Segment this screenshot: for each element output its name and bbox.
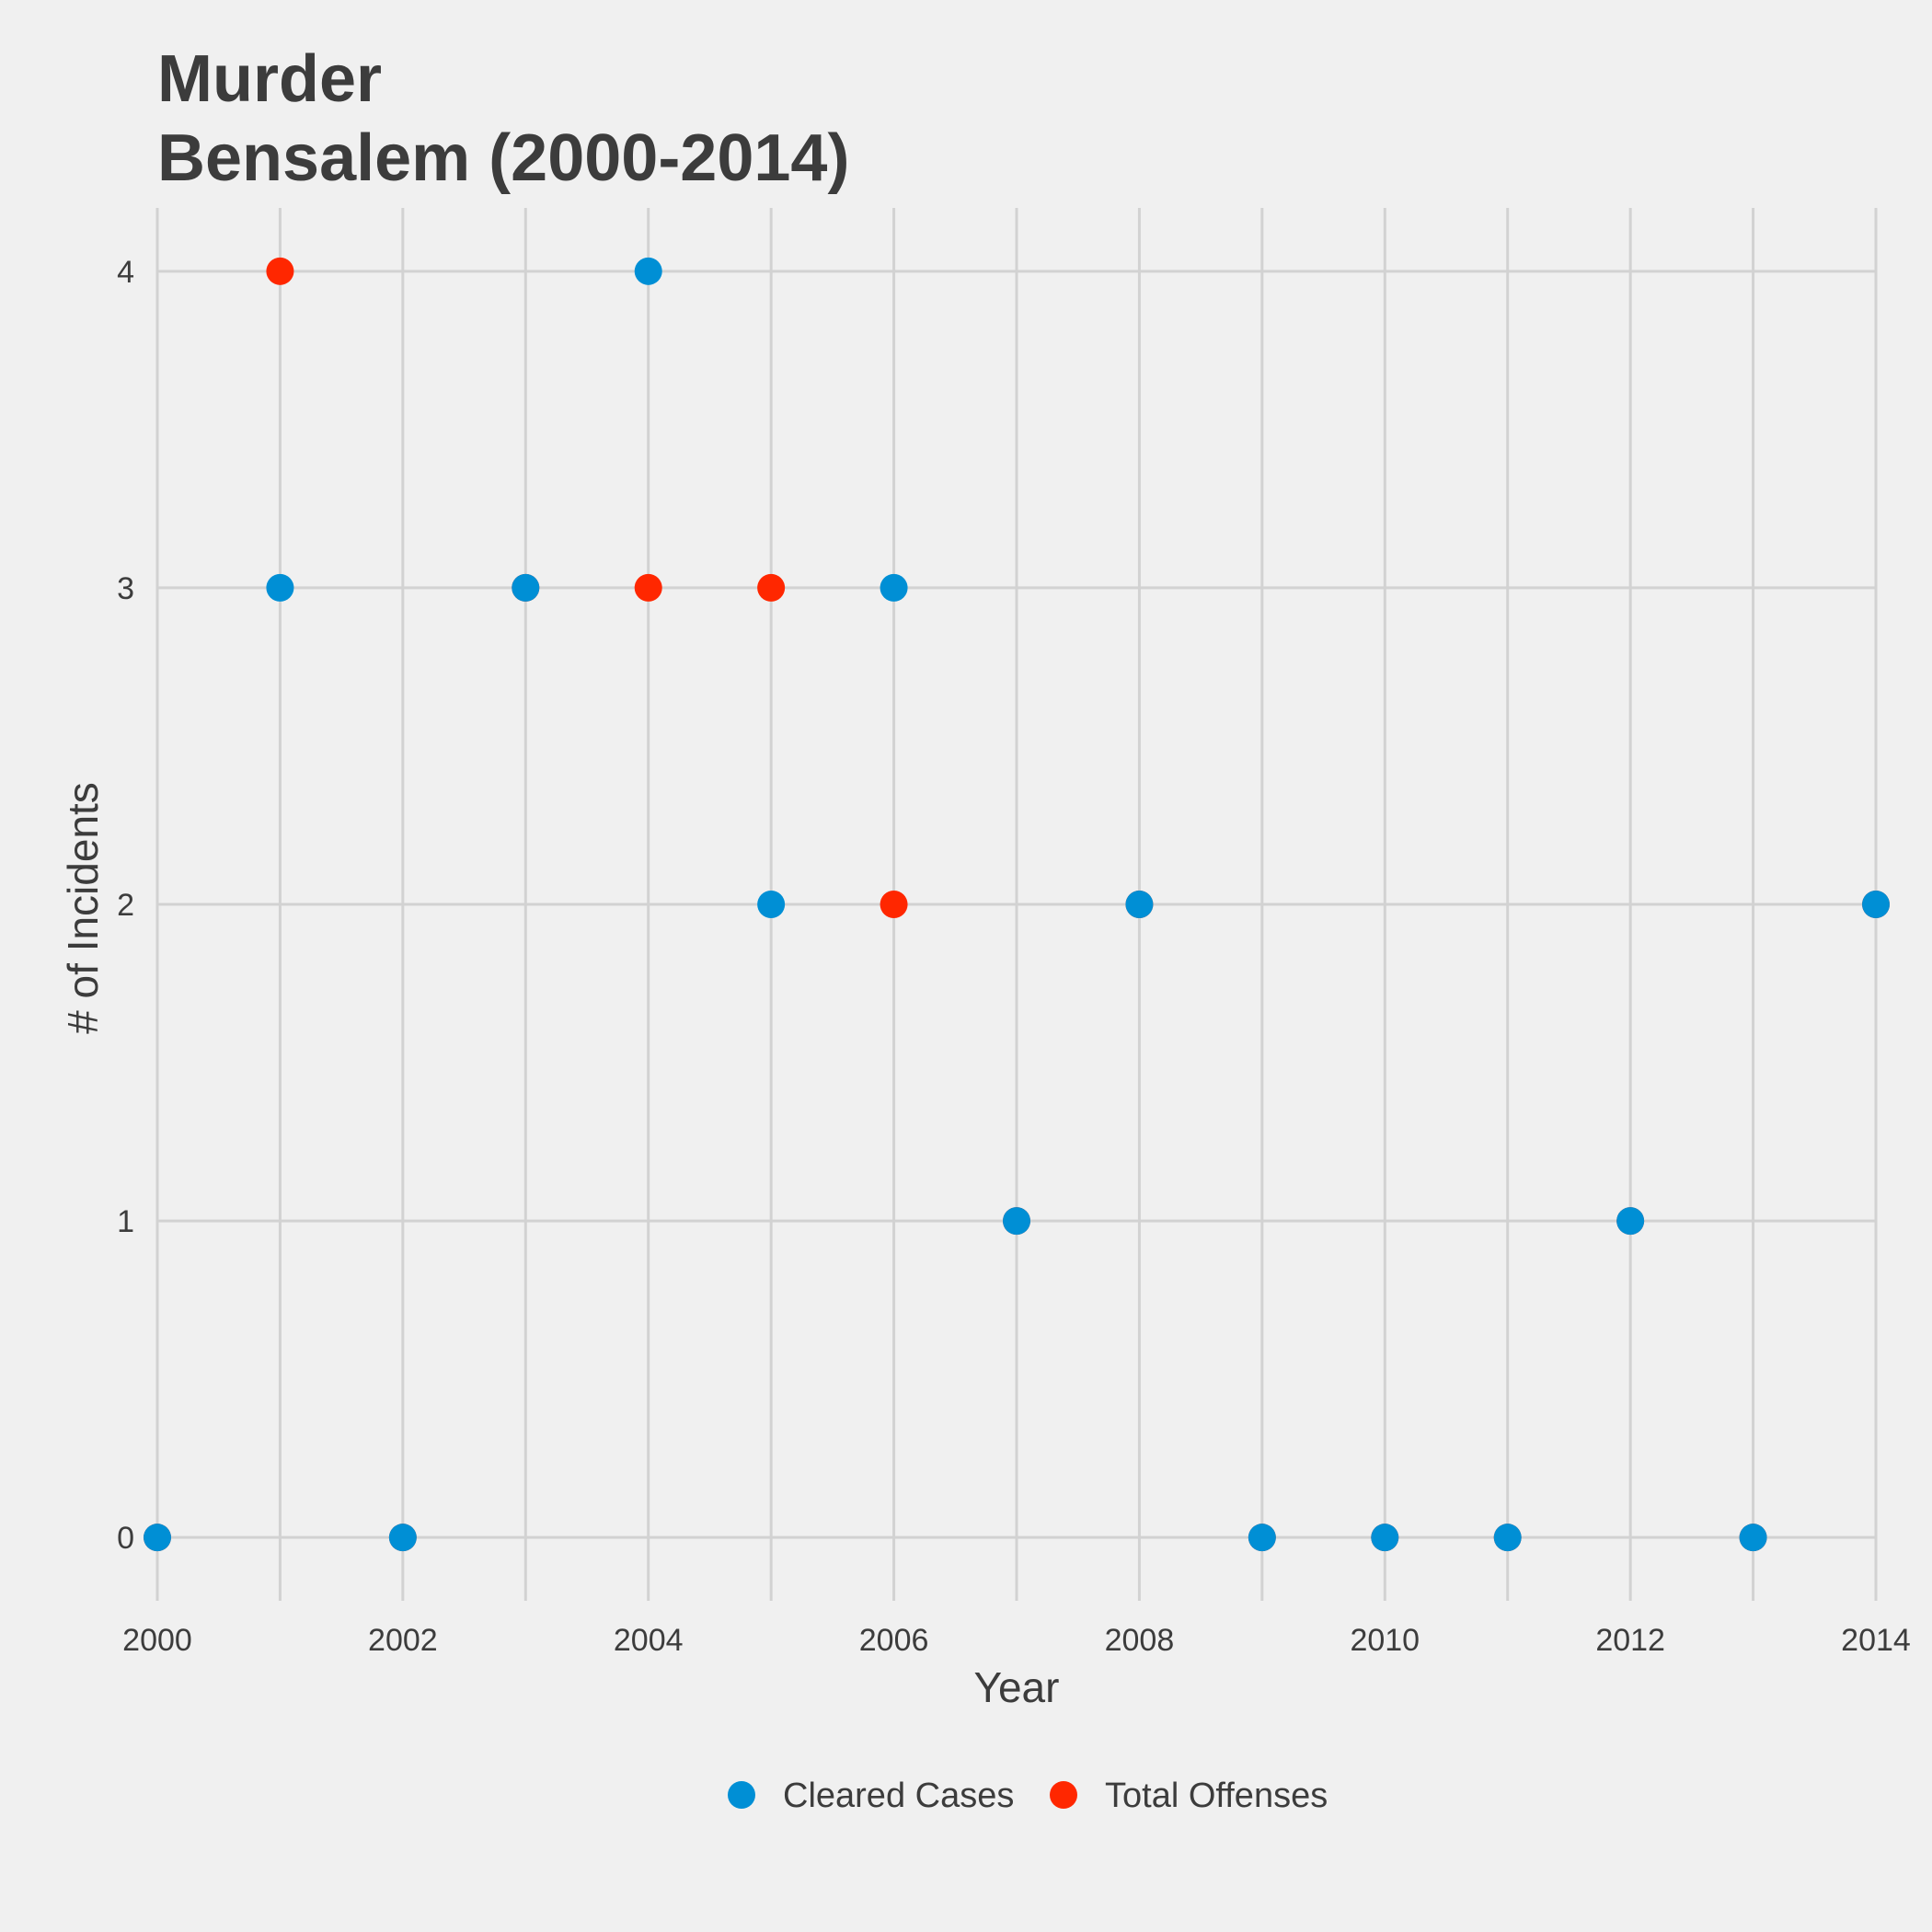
x-tick-label: 2006	[859, 1623, 929, 1658]
chart-title-line-2: Bensalem (2000-2014)	[157, 121, 849, 195]
cleared-cases-point	[1248, 1524, 1276, 1552]
x-tick-label: 2010	[1350, 1623, 1420, 1658]
cleared-cases-point	[757, 891, 786, 918]
cleared-cases-point	[1616, 1207, 1645, 1236]
x-tick-label: 2004	[614, 1623, 684, 1658]
cleared-cases-point	[1371, 1524, 1399, 1552]
y-tick-label: 1	[117, 1204, 134, 1239]
total-offenses-point	[880, 891, 908, 918]
y-axis-title: # of Incidents	[59, 782, 107, 1034]
total-offenses-point	[634, 573, 662, 602]
x-axis-title: Year	[974, 1663, 1060, 1711]
cleared-cases-point	[1862, 891, 1890, 918]
y-tick-label: 3	[117, 571, 134, 606]
x-tick-label: 2002	[368, 1623, 438, 1658]
total-offenses-point	[757, 573, 786, 602]
cleared-cases-point	[634, 257, 662, 285]
y-tick-label: 2	[117, 888, 134, 923]
y-tick-label: 4	[117, 255, 134, 290]
cleared-cases-point	[144, 1524, 171, 1552]
legend: Cleared Cases Total Offenses	[728, 1777, 1328, 1815]
ticks-layer: 0 1 2 3 4 2000 2002 2004 2006 2008 2010 2012 2014	[117, 255, 1911, 1658]
legend-label-cleared-cases: Cleared Cases	[783, 1777, 1014, 1815]
total-offenses-point	[266, 257, 294, 285]
cleared-cases-point	[1003, 1207, 1030, 1236]
legend-label-total-offenses: Total Offenses	[1105, 1777, 1328, 1815]
cleared-cases-point	[266, 573, 294, 602]
y-tick-label: 0	[117, 1521, 134, 1556]
cleared-cases-point	[1125, 891, 1154, 918]
x-tick-label: 2014	[1841, 1623, 1911, 1658]
cleared-cases-point	[880, 573, 908, 602]
cleared-cases-point	[512, 573, 540, 602]
cleared-cases-point	[1493, 1524, 1522, 1552]
legend-swatch-cleared-cases	[728, 1781, 755, 1809]
x-tick-label: 2012	[1595, 1623, 1665, 1658]
cleared-cases-point	[388, 1524, 417, 1552]
points-layer	[144, 257, 1890, 1552]
legend-swatch-total-offenses	[1050, 1781, 1077, 1809]
x-tick-label: 2000	[122, 1623, 192, 1658]
x-tick-label: 2008	[1105, 1623, 1175, 1658]
chart-title-line-1: Murder	[157, 42, 382, 116]
grid-layer	[155, 208, 1878, 1601]
cleared-cases-point	[1739, 1524, 1767, 1552]
